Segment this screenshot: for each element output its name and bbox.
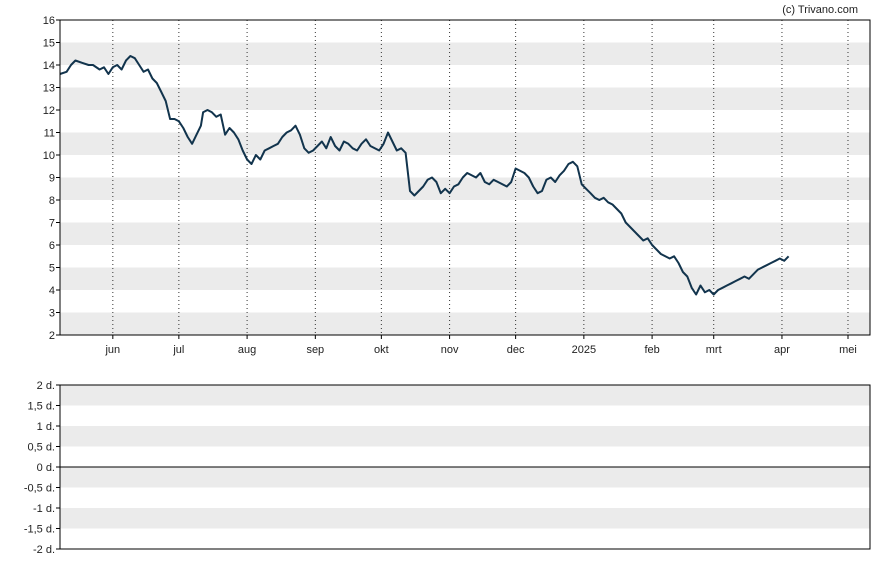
y-tick-label: -1,5 d.	[24, 524, 55, 536]
x-tick-label: mrt	[706, 344, 722, 356]
y-tick-label: 0,5 d.	[27, 442, 55, 454]
price-month-gridlines	[112, 20, 849, 339]
y-tick-label: 3	[49, 308, 55, 320]
y-tick-label: 1 d.	[37, 421, 55, 433]
y-tick-label: 4	[49, 285, 55, 297]
x-tick-label: mei	[839, 344, 857, 356]
dividend-band	[60, 426, 870, 447]
x-tick-label: 2025	[572, 344, 596, 356]
price-band	[60, 87, 870, 110]
price-band	[60, 42, 870, 65]
y-tick-label: -2 d.	[33, 544, 55, 556]
y-tick-label: 16	[43, 15, 55, 27]
price-bands	[60, 42, 870, 335]
price-x-axis-labels: jun jul aug sep okt nov dec 2025 feb mrt apr mei	[104, 344, 856, 356]
dividend-bands	[60, 385, 870, 529]
y-tick-label: 1,5 d.	[27, 401, 55, 413]
y-tick-label: 9	[49, 173, 55, 185]
price-series-line	[59, 55, 790, 296]
y-tick-label: 10	[43, 150, 55, 162]
y-tick-label: 5	[49, 263, 55, 275]
y-tick-label: -1 d.	[33, 503, 55, 515]
y-tick-label: 12	[43, 105, 55, 117]
y-tick-label: 11	[44, 128, 55, 140]
dividend-band	[60, 467, 870, 488]
y-tick-label: 15	[43, 38, 55, 50]
y-tick-label: 2 d.	[37, 380, 55, 392]
dividend-y-axis-labels: 2 d. 1,5 d. 1 d. 0,5 d. 0 d. -0,5 d. -1 d. -1,5…	[24, 380, 60, 556]
dividend-band	[60, 508, 870, 529]
x-tick-label: jun	[104, 344, 120, 356]
price-y-axis-labels: 2 3 4 5 6 7 8 9 10 11 12 13 14 15 16	[43, 15, 60, 342]
x-tick-label: okt	[374, 344, 389, 356]
price-band	[60, 177, 870, 200]
x-tick-label: nov	[441, 344, 459, 356]
dividend-band	[60, 385, 870, 406]
dividend-chart: 2 d. 1,5 d. 1 d. 0,5 d. 0 d. -0,5 d. -1 d. -1,5…	[24, 380, 871, 556]
x-tick-label: jul	[172, 344, 184, 356]
price-band	[60, 267, 870, 290]
x-tick-label: aug	[238, 344, 256, 356]
y-tick-label: 8	[49, 195, 55, 207]
dividend-plot-frame	[59, 384, 871, 550]
x-tick-label: sep	[306, 344, 324, 356]
price-band	[60, 132, 870, 155]
y-tick-label: 7	[49, 218, 55, 230]
x-tick-label: feb	[644, 344, 659, 356]
x-tick-label: dec	[507, 344, 525, 356]
y-tick-label: 14	[43, 60, 55, 72]
credit-text: (c) Trivano.com	[782, 4, 858, 16]
y-tick-label: -0,5 d.	[24, 483, 55, 495]
y-tick-label: 6	[49, 240, 55, 252]
y-tick-label: 2	[49, 330, 55, 342]
price-band	[60, 312, 870, 335]
y-tick-label: 0 d.	[37, 462, 55, 474]
y-tick-label: 13	[43, 83, 55, 95]
price-chart: 2 3 4 5 6 7 8 9 10 11 12 13 14 15 16 jun jul aug sep okt no…	[43, 15, 871, 356]
price-plot-frame	[59, 19, 871, 336]
x-tick-label: apr	[774, 344, 790, 356]
price-band	[60, 222, 870, 245]
